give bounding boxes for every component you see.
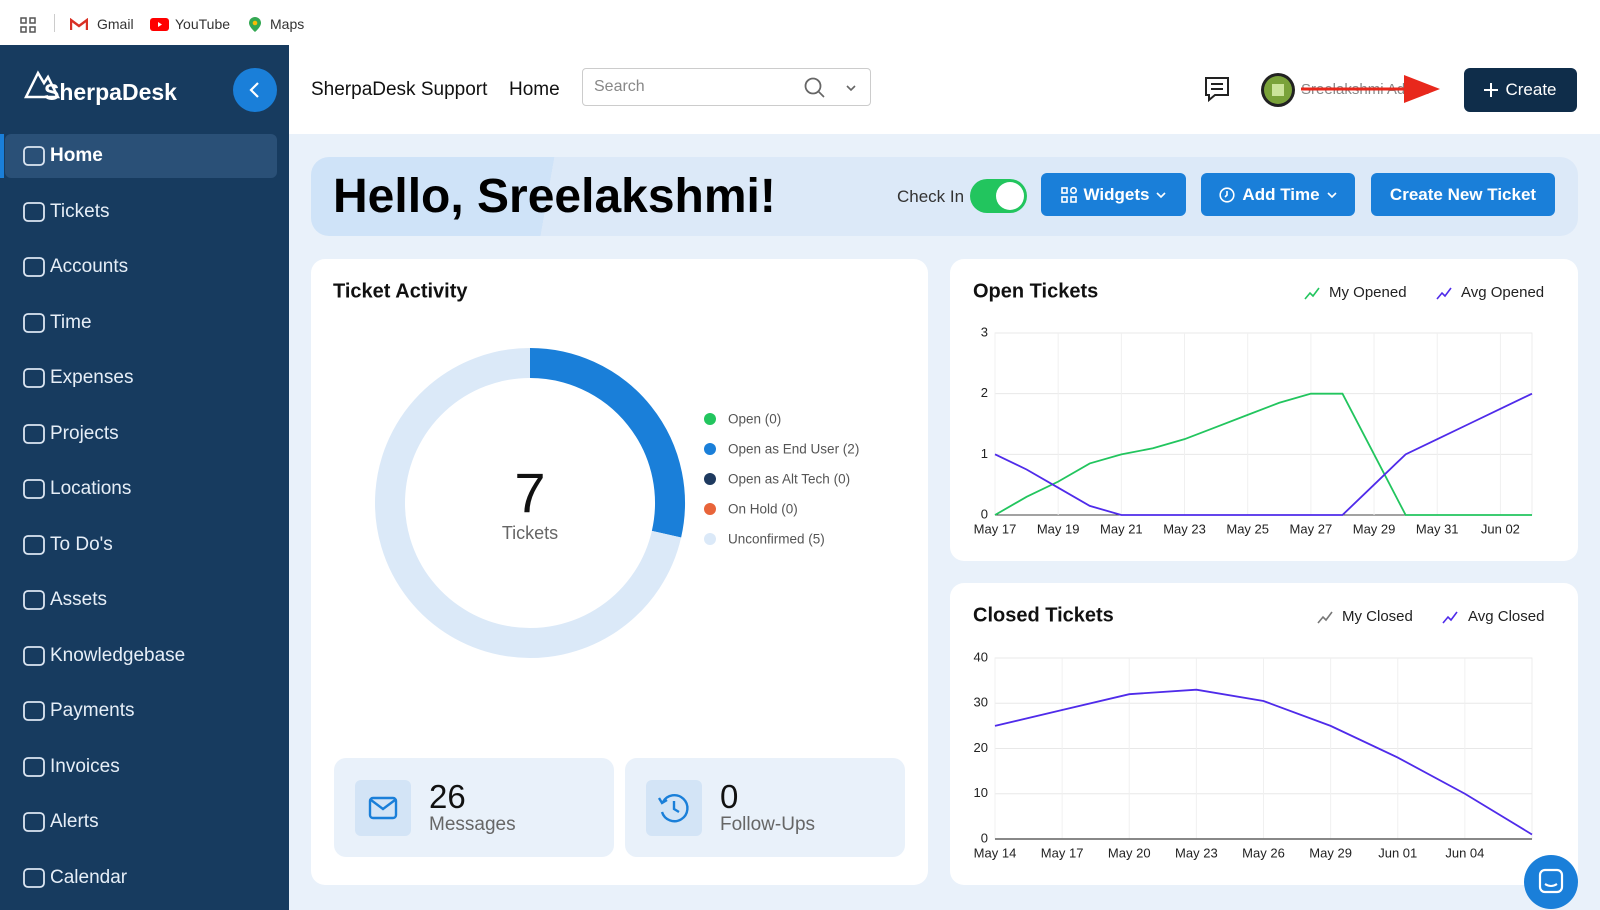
nav-label: Alerts xyxy=(50,811,99,832)
bookmark[interactable]: YouTube xyxy=(175,16,231,32)
nav-icon xyxy=(23,257,45,277)
nav-item[interactable]: Time xyxy=(5,301,277,345)
nav-label: Projects xyxy=(50,422,119,444)
create-button[interactable]: Create xyxy=(1464,68,1577,112)
search-placeholder: Search xyxy=(594,78,645,95)
stat-label: Follow-Ups xyxy=(720,814,816,835)
chat-icon[interactable] xyxy=(1203,75,1231,103)
avatar[interactable] xyxy=(1260,72,1296,108)
nav-item[interactable]: Alerts xyxy=(5,800,277,844)
nav-icon xyxy=(23,756,45,777)
maps-icon xyxy=(249,17,261,32)
nav-item[interactable]: Locations xyxy=(5,467,277,511)
check-in-label: Check In xyxy=(897,187,965,206)
nav-label: Expenses xyxy=(50,367,134,388)
chevron xyxy=(1156,191,1167,198)
widgets-button[interactable]: Widgets xyxy=(1041,173,1186,216)
nav-item[interactable]: Home xyxy=(5,134,277,178)
gmail-icon xyxy=(70,18,88,30)
banner: Hello, Sreelakshmi! Check In Widgets Add… xyxy=(311,157,1578,236)
nav-item[interactable]: Calendar xyxy=(5,856,277,900)
nav-icon xyxy=(23,645,45,666)
nav-icon xyxy=(23,701,45,721)
ticket-activity-card: 26 Messages 0 Follow-Ups xyxy=(311,259,928,885)
closed-tickets-card xyxy=(950,583,1578,885)
nav-icon xyxy=(23,867,45,888)
nav-item[interactable]: Tickets xyxy=(5,190,277,234)
org-name: SherpaDesk Support xyxy=(311,79,488,100)
nav-label: Payments xyxy=(50,700,135,721)
logo-icon xyxy=(24,70,60,99)
nav-item[interactable]: Assets xyxy=(5,578,277,622)
nav-item[interactable]: Accounts xyxy=(5,245,277,289)
add-time-label: Add Time xyxy=(1242,184,1320,204)
mail-icon xyxy=(355,780,411,836)
separator xyxy=(54,14,55,32)
check-in-toggle[interactable] xyxy=(970,179,1027,213)
nav-item[interactable]: Invoices xyxy=(5,745,277,789)
nav-label: Invoices xyxy=(50,755,120,777)
widgets-label: Widgets xyxy=(1083,184,1150,204)
nav-label: Home xyxy=(50,145,103,166)
clock-icon xyxy=(1219,186,1236,203)
stat-label: Messages xyxy=(429,814,516,835)
header: SherpaDesk Support Home Search Sreelaksh… xyxy=(289,45,1600,134)
nav-item[interactable]: Expenses xyxy=(5,356,277,400)
widgets-icon xyxy=(1060,186,1077,203)
nav-icon xyxy=(23,590,45,610)
nav-label: Tickets xyxy=(50,200,110,222)
nav-item[interactable]: Projects xyxy=(5,412,277,456)
bookmark[interactable]: Maps xyxy=(270,16,305,32)
red-arrow xyxy=(1301,75,1440,103)
nav-item[interactable]: Payments xyxy=(5,689,277,733)
nav-label: Time xyxy=(50,311,92,333)
nav-label: Accounts xyxy=(50,256,129,277)
stat-value: 0 xyxy=(720,778,739,815)
page-name: Home xyxy=(509,79,560,100)
search-icon xyxy=(804,77,856,98)
open-tickets-card xyxy=(950,259,1578,561)
follow-up-icon xyxy=(646,780,702,836)
nav-label: Calendar xyxy=(50,866,128,888)
apps-icon[interactable] xyxy=(20,17,36,33)
nav-icon xyxy=(23,812,45,832)
nav-icon xyxy=(23,146,45,166)
bookmark[interactable]: Gmail xyxy=(97,16,134,32)
chat-bubble[interactable] xyxy=(1524,855,1578,909)
nav-item[interactable]: Knowledgebase xyxy=(5,634,277,678)
nav-icon xyxy=(23,368,45,388)
nav-icon xyxy=(23,534,45,555)
nav-item[interactable]: To Do's xyxy=(5,523,277,567)
stat-box: 0 Follow-Ups xyxy=(625,758,905,857)
nav-label: Knowledgebase xyxy=(50,644,186,666)
create-ticket-label: Create New Ticket xyxy=(1389,184,1537,204)
browser-bar: Gmail YouTube Maps xyxy=(0,0,1600,46)
nav-icon xyxy=(23,201,45,222)
youtube-icon xyxy=(150,18,169,31)
greeting: Hello, Sreelakshmi! xyxy=(333,170,776,223)
chevron xyxy=(1326,191,1337,198)
nav-icon xyxy=(23,312,45,333)
nav-icon xyxy=(23,423,45,444)
nav-label: To Do's xyxy=(50,533,113,555)
collapse-button[interactable] xyxy=(233,68,277,112)
nav-label: Locations xyxy=(50,478,132,499)
create-label: Create xyxy=(1505,80,1557,99)
stat-value: 26 xyxy=(429,778,466,815)
nav-icon xyxy=(23,479,45,499)
create-ticket-button[interactable]: Create New Ticket xyxy=(1371,173,1555,216)
add-time-button[interactable]: Add Time xyxy=(1201,173,1355,216)
search-box[interactable]: Search xyxy=(582,68,871,106)
sidebar: SherpaDesk Home Tickets Accounts Time Expens… xyxy=(0,45,289,910)
plus-icon xyxy=(1484,83,1499,97)
stat-box: 26 Messages xyxy=(334,758,614,857)
logo: SherpaDesk xyxy=(44,79,177,105)
nav-label: Assets xyxy=(50,589,108,610)
